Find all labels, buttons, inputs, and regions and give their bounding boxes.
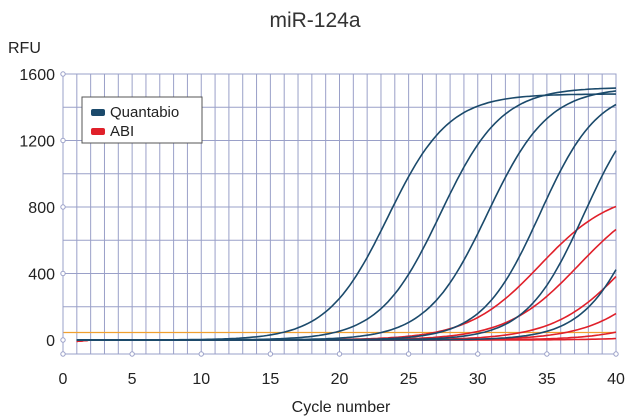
legend: Quantabio ABI xyxy=(81,96,203,144)
x-axis-label: Cycle number xyxy=(292,399,391,416)
x-tick-label: 5 xyxy=(128,371,137,388)
axes-layer: 0 400 800 1200 1600 0 5 10 15 20 25 30 35 40 xyxy=(19,67,625,388)
legend-box xyxy=(81,96,203,144)
y-tick-label: 400 xyxy=(28,267,55,284)
y-tick-marker xyxy=(60,270,66,277)
y-tick-label: 1200 xyxy=(19,134,55,151)
legend-swatch xyxy=(91,109,105,116)
x-tick-marker xyxy=(405,351,412,357)
y-tick-label: 1600 xyxy=(19,67,55,84)
x-tick-label: 40 xyxy=(607,371,625,388)
x-tick-label: 30 xyxy=(469,371,487,388)
x-tick-marker xyxy=(475,351,481,357)
x-tick-marker xyxy=(267,351,274,357)
x-tick-label: 0 xyxy=(59,371,68,388)
x-tick-marker xyxy=(544,351,550,357)
y-tick-marker xyxy=(60,204,66,210)
x-tick-label: 10 xyxy=(192,371,210,388)
quantabio-amplification-curve xyxy=(76,269,617,341)
y-tick-marker xyxy=(60,137,66,144)
x-tick-label: 25 xyxy=(400,371,418,388)
legend-label: Quantabio xyxy=(110,104,179,121)
series-layer xyxy=(76,87,617,343)
x-tick-marker xyxy=(60,351,66,357)
y-axis-label: RFU xyxy=(8,40,41,57)
y-tick-marker xyxy=(60,337,66,343)
x-tick-marker xyxy=(613,351,619,357)
x-tick-marker xyxy=(129,351,135,357)
x-tick-label: 20 xyxy=(331,371,349,388)
y-tick-label: 800 xyxy=(28,200,55,217)
x-tick-label: 15 xyxy=(261,371,279,388)
x-tick-marker xyxy=(198,351,204,357)
chart-title: miR-124a xyxy=(269,9,360,32)
legend-label: ABI xyxy=(110,123,134,140)
x-tick-marker xyxy=(336,351,343,357)
y-tick-label: 0 xyxy=(46,333,55,350)
y-tick-marker xyxy=(60,71,66,77)
legend-swatch xyxy=(91,128,105,135)
x-tick-label: 35 xyxy=(538,371,556,388)
